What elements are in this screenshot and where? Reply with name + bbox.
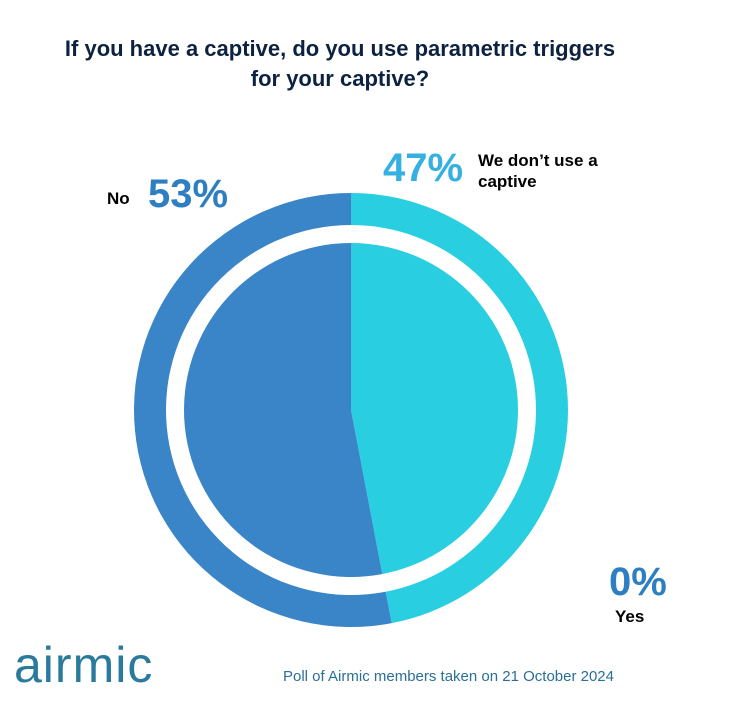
pie-slice — [351, 243, 519, 575]
logo: airmic — [14, 637, 154, 693]
value-label: 0% — [609, 560, 667, 604]
pie-slice — [184, 243, 383, 578]
donut-ring-segment — [351, 193, 568, 624]
category-label: No — [107, 189, 130, 208]
category-label: We don’t use a captive — [478, 151, 598, 191]
value-label: 47% — [383, 146, 464, 190]
value-label: 53% — [148, 172, 229, 216]
category-label: Yes — [615, 607, 645, 626]
chart-title: If you have a captive, do you use parame… — [64, 36, 616, 91]
donut-ring-segment — [133, 193, 392, 627]
footnote: Poll of Airmic members taken on 21 Octob… — [283, 668, 614, 685]
